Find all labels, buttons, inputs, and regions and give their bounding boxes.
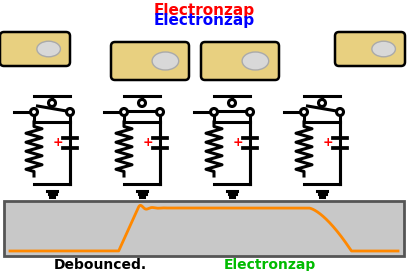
FancyBboxPatch shape (335, 32, 405, 66)
FancyBboxPatch shape (111, 42, 189, 80)
Text: Debounced.: Debounced. (53, 258, 146, 271)
Circle shape (31, 108, 38, 115)
Ellipse shape (152, 52, 179, 70)
Circle shape (319, 99, 326, 107)
Ellipse shape (37, 41, 60, 57)
Text: Electronzap: Electronzap (153, 2, 255, 18)
Circle shape (67, 108, 73, 115)
Circle shape (228, 99, 235, 107)
Circle shape (138, 99, 146, 107)
FancyBboxPatch shape (4, 201, 404, 256)
Circle shape (301, 108, 308, 115)
Ellipse shape (242, 52, 269, 70)
Text: Electronzap: Electronzap (224, 258, 316, 271)
Circle shape (120, 108, 127, 115)
Circle shape (157, 108, 164, 115)
FancyBboxPatch shape (0, 32, 70, 66)
Text: +: + (233, 136, 243, 149)
FancyBboxPatch shape (201, 42, 279, 80)
Circle shape (49, 99, 55, 107)
Text: Electronzap: Electronzap (153, 12, 255, 27)
Circle shape (211, 108, 217, 115)
Text: +: + (143, 136, 153, 149)
Circle shape (337, 108, 344, 115)
Circle shape (246, 108, 253, 115)
Text: +: + (323, 136, 333, 149)
Ellipse shape (372, 41, 395, 57)
Text: +: + (53, 136, 63, 149)
